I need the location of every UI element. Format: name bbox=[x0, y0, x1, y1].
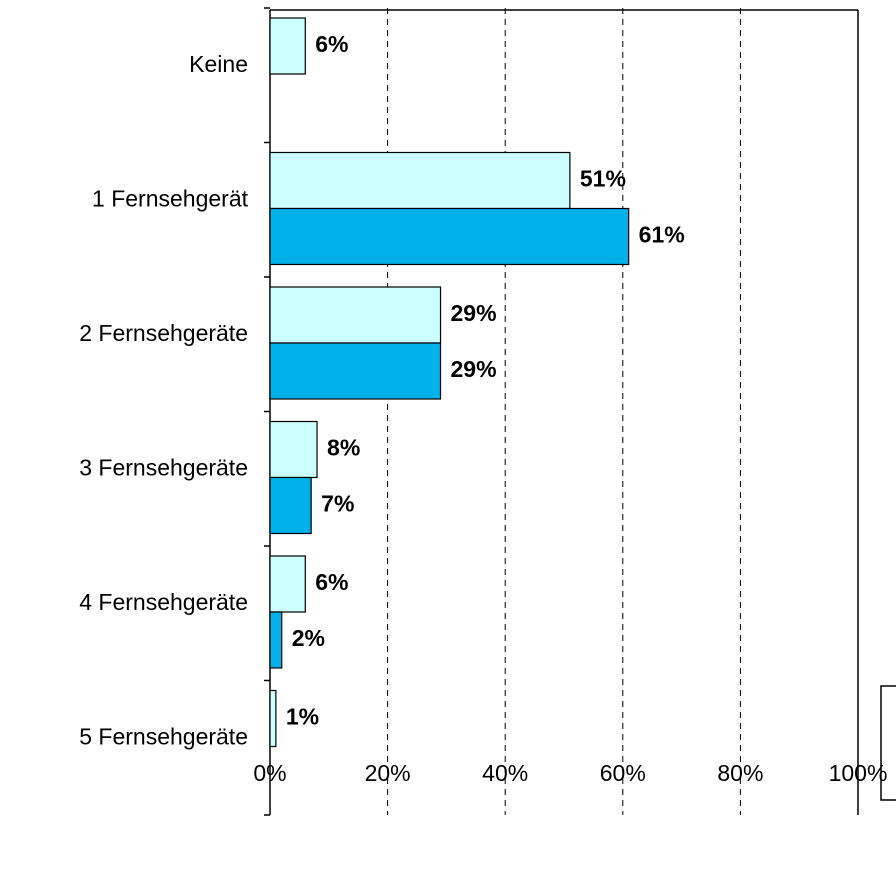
bar bbox=[269, 207, 630, 266]
data-label: 61% bbox=[639, 222, 685, 248]
y-tick-label: 1 Fernsehgerät bbox=[92, 186, 249, 212]
bar bbox=[269, 420, 318, 479]
bar bbox=[269, 555, 306, 613]
data-label: 29% bbox=[451, 300, 497, 326]
y-tick-label: 4 Fernsehgeräte bbox=[79, 589, 248, 615]
bar bbox=[269, 611, 283, 669]
y-tick-label: Keine bbox=[189, 51, 248, 77]
data-label: 7% bbox=[321, 491, 354, 517]
bar bbox=[269, 151, 571, 210]
data-label: 29% bbox=[451, 356, 497, 382]
y-tick-label: 3 Fernsehgeräte bbox=[79, 455, 248, 481]
data-label: 8% bbox=[327, 435, 360, 461]
data-label: 6% bbox=[315, 31, 348, 57]
legend-box bbox=[880, 685, 896, 801]
data-label: 2% bbox=[292, 625, 325, 651]
bar bbox=[269, 342, 442, 400]
bar bbox=[269, 689, 277, 748]
data-label: 1% bbox=[286, 704, 319, 730]
bar bbox=[269, 17, 306, 75]
y-tick-label: 2 Fernsehgeräte bbox=[79, 320, 248, 346]
bar bbox=[269, 476, 312, 535]
bar bbox=[269, 286, 442, 344]
data-label: 51% bbox=[580, 166, 626, 192]
y-tick-label: 5 Fernsehgeräte bbox=[79, 724, 248, 750]
data-label: 6% bbox=[315, 569, 348, 595]
